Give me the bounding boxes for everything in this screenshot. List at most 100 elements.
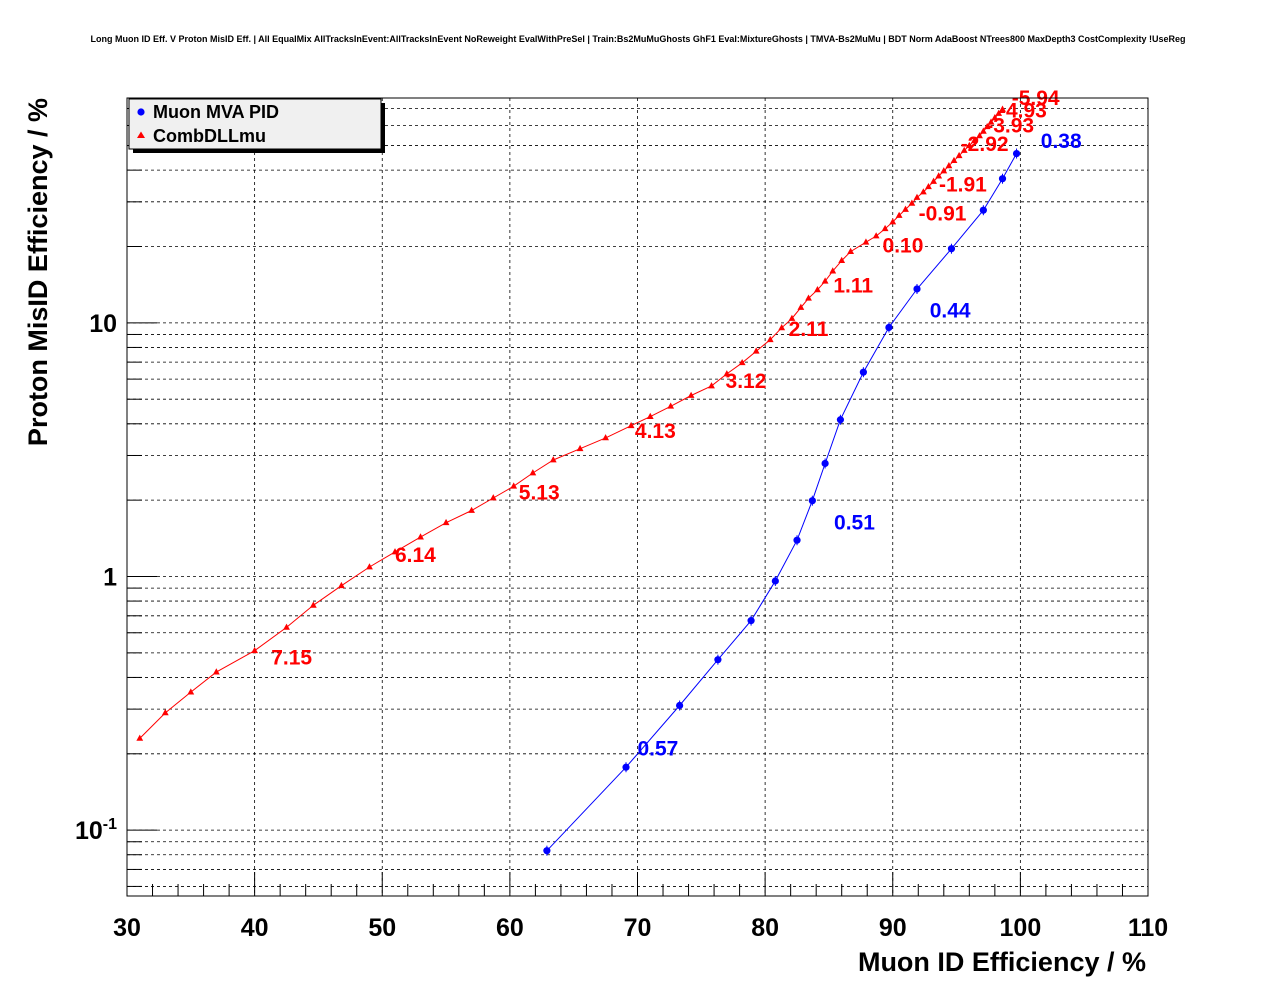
x-tick-label: 50 [368,914,396,942]
data-point [836,416,845,424]
data-point [821,459,829,468]
data-point [793,536,801,544]
data-point [935,172,943,179]
data-point [983,122,991,130]
data-point [971,136,978,144]
data-point [872,232,880,239]
series-lines [139,108,1017,852]
data-point [945,162,953,169]
data-point [950,156,958,164]
data-point [708,382,715,389]
threshold-label: 3.12 [726,370,767,393]
threshold-label: 6.14 [395,544,436,567]
data-point [442,518,450,526]
data-point [889,218,897,225]
data-point [529,469,537,476]
threshold-label: -2.92 [961,133,1009,156]
y-tick-label: 10-1 [75,816,117,845]
x-tick-label: 110 [1128,914,1168,942]
data-point [1012,149,1021,158]
threshold-label: 0.44 [930,299,971,322]
series-line-muon-mva-pid [546,153,1017,852]
data-point [885,323,893,332]
data-point [908,199,916,206]
threshold-label: 0.38 [1041,130,1082,153]
legend-marker-dll [137,131,145,138]
data-point [391,548,399,555]
threshold-label: 0.51 [834,512,875,535]
threshold-label: -4.93 [999,100,1047,123]
x-tick-label: 80 [751,914,779,942]
data-point [714,656,722,664]
data-point [687,391,695,398]
legend-label-dll: CombDLLmu [153,126,266,146]
y-tick-label: 10 [89,310,117,338]
data-point [778,324,786,331]
data-point [510,482,518,489]
data-point [930,177,937,184]
data-point [913,193,921,200]
threshold-label: 5.13 [519,482,560,505]
threshold-label: 1.11 [833,274,873,297]
data-point [646,412,654,419]
data-point [747,617,755,625]
data-point [667,402,675,409]
data-point [979,127,987,134]
x-tick-label: 100 [1000,914,1042,942]
data-point [814,285,821,293]
data-point [808,497,816,505]
data-point [821,277,829,284]
threshold-label: 0.10 [883,235,924,258]
data-point [771,577,779,585]
data-point [805,294,812,301]
data-point [766,335,774,343]
threshold-label: 2.11 [789,318,829,341]
data-point [627,421,635,429]
x-tick-label: 70 [624,914,652,942]
data-point [919,188,927,195]
data-point [960,146,968,153]
y-tick-label: 1 [103,563,117,591]
legend-label-mva: Muon MVA PID [153,102,279,122]
data-point [998,175,1007,183]
data-point [862,238,870,245]
data-point [979,206,987,214]
data-point [947,245,956,253]
data-point [723,370,731,377]
chart-title: Long Muon ID Eff. V Proton MisID Eff. | … [91,34,1186,44]
data-point [788,314,796,321]
data-point [338,581,345,589]
data-point [987,118,995,125]
data-point [676,701,684,710]
grid [127,98,1148,896]
legend-box [128,98,382,150]
threshold-label: -0.91 [919,203,967,226]
data-point [940,167,948,174]
data-point [955,151,963,159]
data-point [999,105,1006,112]
threshold-label: 7.15 [271,646,312,669]
data-point [543,847,551,855]
data-point [752,347,760,354]
data-point [829,267,837,274]
data-point [991,114,999,121]
x-tick-label: 30 [113,914,141,942]
data-point [489,494,497,501]
x-tick-label: 60 [496,914,524,942]
data-point [622,763,630,771]
data-point [251,646,259,654]
axis-ticks [126,107,1149,896]
data-point [859,368,867,376]
data-point [838,256,846,263]
data-point [136,734,144,741]
data-point [187,688,195,695]
data-point [549,456,557,463]
legend: Muon MVA PID CombDLLmu [128,98,385,153]
data-point [738,358,746,366]
x-axis-title: Muon ID Efficiency / % [858,947,1146,977]
data-point [965,141,973,148]
threshold-label: 4.13 [635,420,676,443]
data-point [847,247,855,254]
